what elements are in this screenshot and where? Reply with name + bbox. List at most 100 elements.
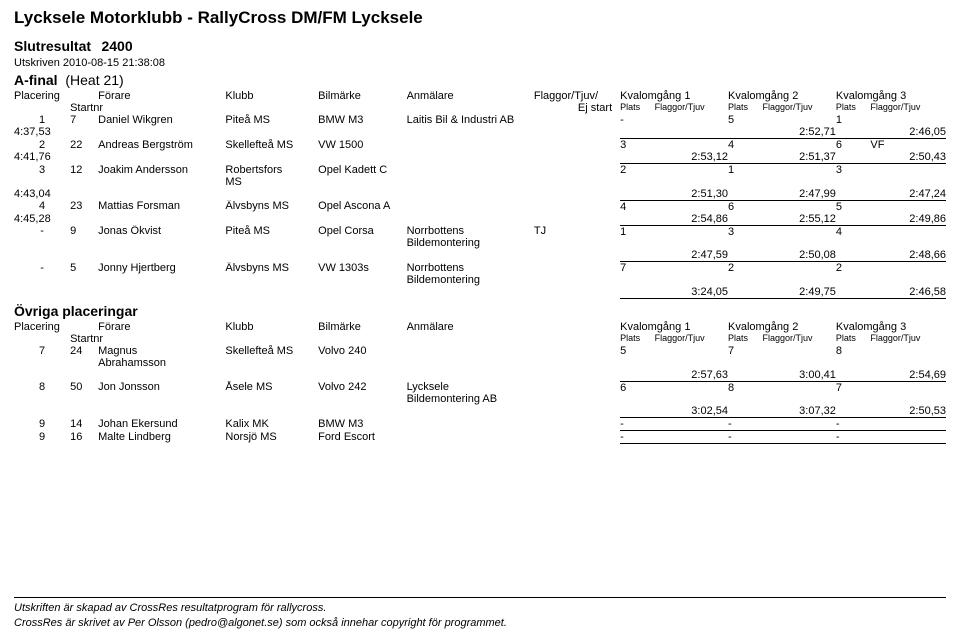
time-row: 2:47,59 2:50,08 2:48,66: [14, 249, 946, 262]
table-row: 914Johan EkersundKalix MKBMW M3---: [14, 418, 946, 431]
col-bil: Bilmärke: [318, 321, 406, 333]
col-startnr: Startnr: [70, 102, 225, 114]
cell-t1: 3:24,05: [655, 286, 728, 299]
table-row: -9Jonas ÖkvistPiteå MSOpel CorsaNorrbott…: [14, 225, 946, 249]
col-k1-ft: Flaggor/Tjuv: [655, 333, 728, 345]
col-k3: Kvalomgång 3: [836, 321, 946, 333]
cell-k2p: 5: [728, 114, 763, 126]
cell-k1p: -: [620, 114, 655, 126]
cell-flag: [534, 114, 620, 126]
cell-k1p: 3: [620, 139, 655, 152]
cell-plac: 1: [14, 114, 70, 126]
cell-k3f: [870, 381, 946, 405]
cell-t2: 2:50,08: [763, 249, 836, 262]
cell-start: 14: [70, 418, 98, 431]
cell-start: 16: [70, 431, 98, 444]
cell-k1p: 6: [620, 381, 655, 405]
cell-start: 7: [70, 114, 98, 126]
cell-k3p: 5: [836, 200, 871, 213]
cell-anm: [407, 345, 534, 369]
cell-k1p: -: [620, 418, 655, 431]
cell-driver: Andreas Bergström: [98, 139, 225, 152]
col-k2-ft: Flaggor/Tjuv: [763, 333, 836, 345]
cell-t2: 2:55,12: [763, 213, 836, 226]
cell-plac: 2: [14, 139, 70, 152]
result-label: Slutresultat: [14, 38, 91, 54]
cell-total-time: [14, 405, 98, 418]
cell-k3f: [870, 114, 946, 126]
cell-total-time: [14, 443, 98, 444]
col-k1: Kvalomgång 1: [620, 90, 728, 102]
cell-klubb: Norsjö MS: [225, 431, 318, 444]
ovriga-header-1: Placering Förare Klubb Bilmärke Anmälare…: [14, 321, 946, 333]
cell-k1p: 5: [620, 345, 655, 369]
cell-plac: 7: [14, 345, 70, 369]
cell-plac: -: [14, 262, 70, 286]
col-driver: Förare: [98, 321, 225, 333]
cell-bil: Opel Ascona A: [318, 200, 406, 213]
col-driver: Förare: [98, 90, 225, 102]
cell-anm: NorrbottensBildemontering: [407, 262, 534, 286]
time-row: 4:45,282:54,862:55,122:49,86: [14, 213, 946, 226]
cell-t1: 2:54,86: [655, 213, 728, 226]
cell-driver: Joakim Andersson: [98, 164, 225, 188]
cell-k3f: [870, 164, 946, 188]
cell-k3p: 1: [836, 114, 871, 126]
col-k2-plats: Plats: [728, 102, 763, 114]
time-row: 2:57,633:00,412:54,69: [14, 369, 946, 382]
cell-driver: Mattias Forsman: [98, 200, 225, 213]
cell-driver: Jonas Ökvist: [98, 225, 225, 249]
col-placering: Placering: [14, 321, 98, 333]
cell-anm: [407, 139, 534, 152]
cell-k3f: [870, 200, 946, 213]
cell-t3: 2:54,69: [870, 369, 946, 382]
col-k3-ft: Flaggor/Tjuv: [870, 102, 946, 114]
footer-line-1: Utskriften är skapad av CrossRes resulta…: [14, 601, 946, 616]
col-anm: Anmälare: [407, 321, 534, 333]
cell-k3p: 2: [836, 262, 871, 286]
col-placering: Placering: [14, 90, 98, 102]
cell-k3p: -: [836, 431, 871, 444]
cell-klubb: Kalix MK: [225, 418, 318, 431]
col-k3-ft: Flaggor/Tjuv: [870, 333, 946, 345]
cell-flag: [534, 381, 620, 405]
cell-plac: 9: [14, 418, 70, 431]
cell-k3p: 8: [836, 345, 871, 369]
cell-plac: 3: [14, 164, 70, 188]
col-klubb: Klubb: [225, 90, 318, 102]
table-row: 423Mattias ForsmanÄlvsbyns MSOpel Ascona…: [14, 200, 946, 213]
cell-t1: 2:47,59: [655, 249, 728, 262]
cell-klubb: Åsele MS: [225, 381, 318, 405]
header-row-1: Placering Förare Klubb Bilmärke Anmälare…: [14, 90, 946, 102]
cell-bil: Volvo 240: [318, 345, 406, 369]
cell-bil: Opel Corsa: [318, 225, 406, 249]
cell-t3: 2:46,58: [870, 286, 946, 299]
cell-flag: [534, 164, 620, 188]
cell-k1p: 2: [620, 164, 655, 188]
col-flag: Flaggor/Tjuv/: [534, 90, 620, 102]
cell-flag: [534, 345, 620, 369]
cell-k3f: [870, 345, 946, 369]
cell-start: 9: [70, 225, 98, 249]
cell-k3p: 3: [836, 164, 871, 188]
cell-anm: [407, 200, 534, 213]
cell-total-time: 4:43,04: [14, 188, 98, 201]
col-k2: Kvalomgång 2: [728, 90, 836, 102]
cell-flag: [534, 139, 620, 152]
cell-k3p: -: [836, 418, 871, 431]
cell-k2p: 8: [728, 381, 763, 405]
cell-flag: [534, 262, 620, 286]
cell-k3f: [870, 262, 946, 286]
cell-klubb: Skellefteå MS: [225, 345, 318, 369]
cell-k2p: 7: [728, 345, 763, 369]
cell-t1: [655, 126, 728, 139]
time-row: 3:24,052:49,752:46,58: [14, 286, 946, 299]
col-k1: Kvalomgång 1: [620, 321, 728, 333]
cell-anm: [407, 431, 534, 444]
cell-t3: 2:48,66: [870, 249, 946, 262]
cell-k3f: VF: [870, 139, 946, 152]
cell-t1: 2:51,30: [655, 188, 728, 201]
cell-anm: NorrbottensBildemontering: [407, 225, 534, 249]
cell-t1: 2:57,63: [655, 369, 728, 382]
table-row: 850Jon JonssonÅsele MSVolvo 242LyckseleB…: [14, 381, 946, 405]
